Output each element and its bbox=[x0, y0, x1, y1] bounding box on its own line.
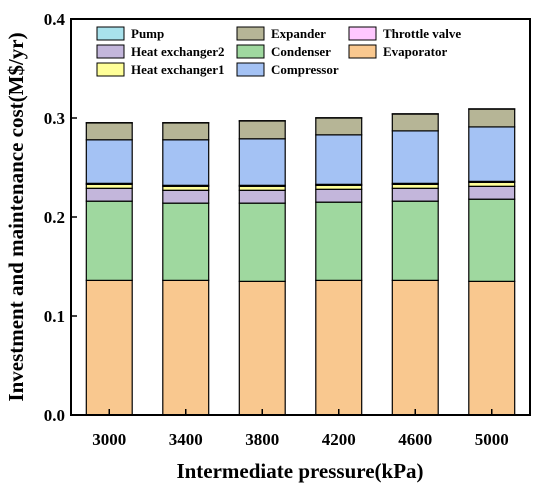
x-tick-label: 3400 bbox=[169, 430, 203, 449]
legend-swatch bbox=[348, 26, 377, 41]
bar-4600-condenser bbox=[391, 200, 439, 281]
bar-4200-evaporator bbox=[315, 279, 363, 416]
bar-4600-expander bbox=[391, 113, 439, 132]
legend-swatch bbox=[236, 62, 265, 77]
legend-swatch bbox=[96, 62, 125, 77]
legend-item-pump: Pump bbox=[96, 26, 164, 41]
legend-label: Heat exchanger1 bbox=[131, 62, 225, 77]
bar-3800-expander bbox=[238, 120, 286, 140]
legend-item-heat-exchanger1: Heat exchanger1 bbox=[96, 62, 225, 77]
legend-item-evaporator: Evaporator bbox=[348, 44, 448, 59]
legend-label: Evaporator bbox=[383, 44, 448, 59]
bar-4200-expander bbox=[315, 117, 363, 136]
y-axis-title: Investment and maintenance cost(M$/yr) bbox=[4, 32, 28, 401]
bar-3800-evaporator bbox=[238, 280, 286, 416]
legend-swatch bbox=[96, 26, 125, 41]
y-tick-label: 0.4 bbox=[44, 10, 66, 29]
bar-3800-heat-exchanger2 bbox=[238, 189, 286, 204]
plot-frame bbox=[70, 18, 531, 416]
legend-item-heat-exchanger2: Heat exchanger2 bbox=[96, 44, 225, 59]
bar-3000-compressor bbox=[85, 139, 133, 184]
bar-4200-compressor bbox=[315, 134, 363, 185]
bar-3400-compressor bbox=[162, 139, 210, 186]
legend-item-condenser: Condenser bbox=[236, 44, 331, 59]
legend-item-expander: Expander bbox=[236, 26, 326, 41]
x-tick-label: 5000 bbox=[475, 430, 509, 449]
bar-3400-evaporator bbox=[162, 279, 210, 416]
y-tick-label: 0.1 bbox=[44, 307, 65, 326]
bar-4600-heat-exchanger2 bbox=[391, 187, 439, 202]
bar-5000-condenser bbox=[468, 198, 516, 282]
legend: Pump Expander Throttle valve Heat exchanger… bbox=[96, 26, 461, 77]
x-tick-label: 3800 bbox=[245, 430, 279, 449]
y-tick-label: 0.2 bbox=[44, 208, 65, 227]
legend-label: Compressor bbox=[271, 62, 339, 77]
legend-label: Heat exchanger2 bbox=[131, 44, 225, 59]
y-tick-label: 0.0 bbox=[44, 406, 65, 425]
legend-item-compressor: Compressor bbox=[236, 62, 339, 77]
legend-swatch bbox=[236, 26, 265, 41]
bar-5000-evaporator bbox=[468, 280, 516, 416]
bar-4200-condenser bbox=[315, 201, 363, 281]
x-tick-label: 3000 bbox=[92, 430, 126, 449]
x-axis-title: Intermediate pressure(kPa) bbox=[176, 459, 423, 483]
legend-label: Throttle valve bbox=[383, 26, 461, 41]
bar-3000-condenser bbox=[85, 200, 133, 281]
bar-3000-evaporator bbox=[85, 279, 133, 416]
bar-5000-expander bbox=[468, 108, 516, 128]
bar-3400-expander bbox=[162, 122, 210, 141]
legend-label: Condenser bbox=[271, 44, 331, 59]
legend-swatch bbox=[236, 44, 265, 59]
bar-5000-compressor bbox=[468, 126, 516, 182]
bar-3400-heat-exchanger2 bbox=[162, 189, 210, 204]
x-tick-label: 4200 bbox=[322, 430, 356, 449]
bar-3400-condenser bbox=[162, 202, 210, 281]
axis-layer: 0.0 0.1 0.2 0.3 0.4 3000 3400 3800 4200 4600 5000 bbox=[44, 10, 509, 449]
legend-label: Pump bbox=[131, 26, 164, 41]
legend-item-throttle-valve: Throttle valve bbox=[348, 26, 461, 41]
bar-3800-condenser bbox=[238, 202, 286, 282]
bar-3000-expander bbox=[85, 122, 133, 141]
x-tick-label: 4600 bbox=[398, 430, 432, 449]
bar-4600-evaporator bbox=[391, 279, 439, 416]
bar-3000-heat-exchanger2 bbox=[85, 187, 133, 202]
legend-swatch bbox=[96, 44, 125, 59]
bar-4200-heat-exchanger2 bbox=[315, 188, 363, 203]
legend-label: Expander bbox=[271, 26, 326, 41]
y-tick-label: 0.3 bbox=[44, 109, 65, 128]
bars-layer bbox=[85, 108, 516, 416]
legend-swatch bbox=[348, 44, 377, 59]
bar-4600-compressor bbox=[391, 130, 439, 184]
bar-3800-compressor bbox=[238, 138, 286, 186]
bar-5000-heat-exchanger2 bbox=[468, 185, 516, 200]
